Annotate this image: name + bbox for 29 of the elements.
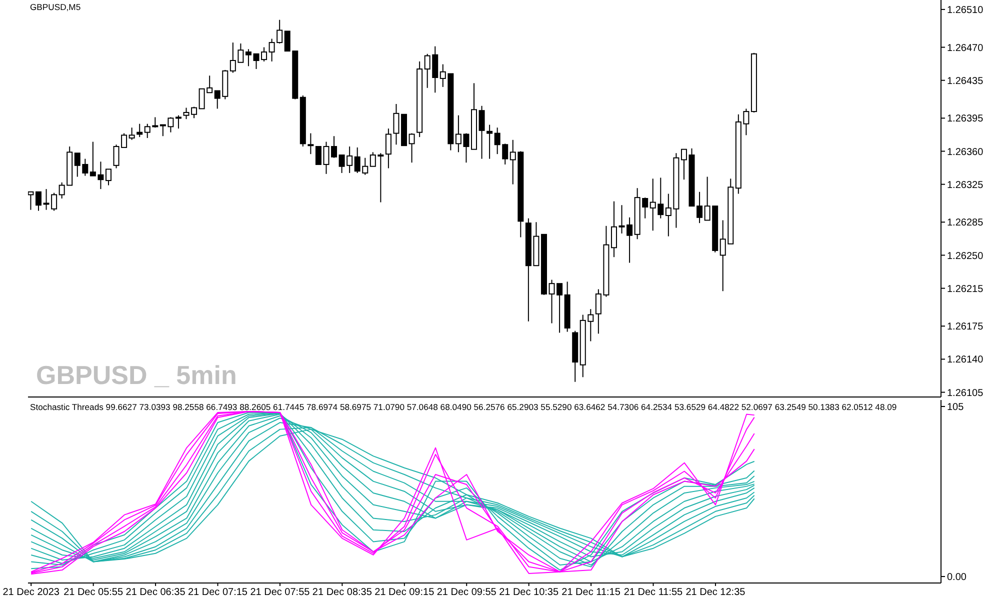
x-tick-label: 21 Dec 08:35 — [312, 587, 372, 598]
chart-title: GBPUSD,M5 — [30, 2, 81, 12]
x-tick-label: 21 Dec 09:55 — [436, 587, 497, 598]
x-tick-label: 21 Dec 11:15 — [562, 587, 621, 598]
y-tick-label: 0.00 — [947, 572, 967, 584]
y-tick-label: 1.26510 — [947, 5, 984, 16]
y-tick-label: 105 — [947, 402, 964, 414]
x-tick-label: 21 Dec 2023 — [2, 587, 60, 598]
y-tick-label: 1.26325 — [947, 180, 984, 191]
y-tick-label: 1.26360 — [947, 146, 984, 158]
y-tick-label: 1.26105 — [947, 388, 984, 399]
y-tick-label: 1.26395 — [947, 114, 984, 125]
x-tick-label: 21 Dec 05:55 — [64, 587, 124, 598]
y-tick-label: 1.26175 — [947, 322, 984, 333]
x-tick-label: 21 Dec 07:55 — [250, 587, 310, 598]
y-tick-label: 1.26435 — [947, 76, 984, 87]
x-tick-label: 21 Dec 10:35 — [499, 587, 560, 598]
x-tick-label: 21 Dec 06:35 — [126, 587, 186, 598]
y-tick-label: 1.26140 — [947, 354, 984, 366]
annotation: GBPUSD _ 5min — [36, 360, 237, 391]
x-tick-label: 21 Dec 09:15 — [374, 587, 435, 598]
y-tick-label: 1.26250 — [947, 250, 984, 262]
y-tick-label: 1.26215 — [947, 284, 984, 295]
y-tick-label: 1.26470 — [947, 42, 984, 54]
chart-title: Stochastic Threads 99.6627 73.0393 98.2558 66.7493 88.2605 61.7445 78.6974 58.6975 71.0790 57.0648 68.0490 56.2576 65.2903 55.5290 63.6462 54.7306 64.2534 53.6529 64.4822 52.0697 63.2549 50.1383 62.0512 48.09 — [30, 402, 897, 412]
x-tick-label: 21 Dec 12:35 — [686, 587, 746, 598]
x-tick-label: 21 Dec 07:15 — [188, 587, 248, 598]
y-tick-label: 1.26285 — [947, 218, 984, 229]
x-tick-label: 21 Dec 11:55 — [624, 587, 684, 598]
